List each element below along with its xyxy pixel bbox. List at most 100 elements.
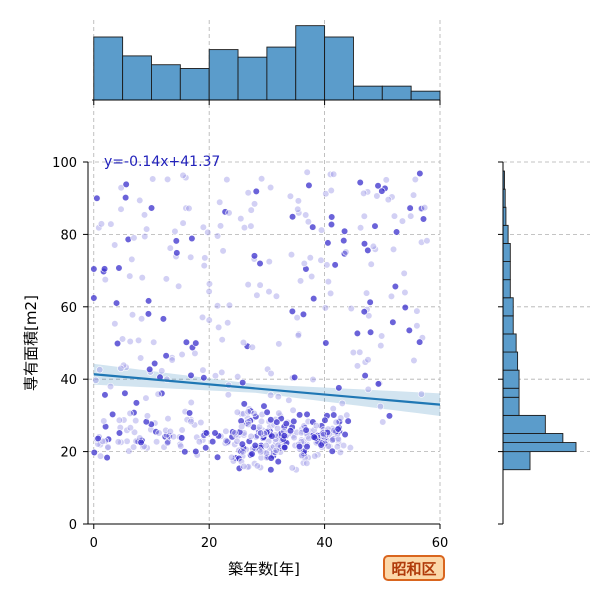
data-point xyxy=(267,183,275,192)
data-point xyxy=(171,227,179,236)
histogram-bar-x xyxy=(295,25,326,101)
data-point xyxy=(117,438,125,446)
data-point xyxy=(124,235,132,244)
data-point xyxy=(115,264,123,272)
data-point xyxy=(260,402,268,410)
data-point xyxy=(109,410,117,418)
data-point xyxy=(134,336,143,345)
data-point xyxy=(248,450,256,458)
data-point xyxy=(247,432,255,441)
data-point xyxy=(240,400,248,408)
data-point xyxy=(263,408,271,416)
data-point xyxy=(361,358,369,366)
histogram-bar-y xyxy=(502,242,511,262)
marginal-x-histogram xyxy=(92,25,441,105)
data-point xyxy=(324,239,332,247)
data-point xyxy=(137,438,145,447)
data-point xyxy=(225,301,234,309)
data-point xyxy=(366,298,374,306)
histogram-bar-x xyxy=(179,68,210,101)
data-point xyxy=(253,291,261,299)
data-point xyxy=(322,190,330,198)
data-point xyxy=(182,338,190,346)
data-point xyxy=(360,212,368,220)
x-tick-label: 0 xyxy=(90,536,98,551)
data-point xyxy=(162,352,170,360)
histogram-bar-y xyxy=(502,351,519,371)
data-point xyxy=(267,466,275,474)
data-point xyxy=(328,436,337,444)
data-point xyxy=(197,418,205,427)
data-point xyxy=(198,313,207,321)
data-point xyxy=(258,175,266,183)
y-tick-label: 100 xyxy=(52,156,77,171)
data-point xyxy=(304,218,312,226)
data-point xyxy=(163,175,172,184)
data-point xyxy=(155,429,163,437)
data-point xyxy=(286,192,295,200)
data-point xyxy=(262,441,270,450)
regression-line-layer xyxy=(93,373,441,406)
y-axis-label: 専有面積[m2] xyxy=(22,295,40,391)
histogram-bar-y xyxy=(502,261,511,281)
histogram-bar-x xyxy=(122,55,152,101)
data-point xyxy=(388,193,396,201)
data-point xyxy=(401,288,409,297)
data-point xyxy=(334,435,342,443)
data-point xyxy=(322,339,330,347)
data-point xyxy=(413,322,421,330)
data-point xyxy=(312,422,320,430)
data-point xyxy=(362,289,371,297)
data-point xyxy=(168,356,176,364)
data-point xyxy=(247,222,255,230)
data-point xyxy=(95,224,103,232)
histogram-bar-y xyxy=(502,451,531,471)
data-point xyxy=(298,451,306,459)
data-point xyxy=(178,434,186,442)
data-point xyxy=(289,406,297,414)
data-point xyxy=(96,452,105,460)
data-point xyxy=(97,220,106,228)
data-point xyxy=(126,424,134,432)
data-point xyxy=(200,374,208,382)
data-point xyxy=(382,176,390,184)
data-point xyxy=(183,416,191,424)
histogram-bar-y xyxy=(502,387,520,398)
data-point xyxy=(166,427,174,436)
data-point xyxy=(175,282,183,290)
data-point xyxy=(274,392,282,401)
data-point xyxy=(317,226,326,234)
data-point xyxy=(113,339,122,348)
data-point xyxy=(130,443,138,451)
data-point xyxy=(356,178,364,187)
data-point xyxy=(200,262,208,270)
data-point xyxy=(240,462,248,470)
data-point xyxy=(122,193,130,202)
data-point xyxy=(293,314,301,322)
data-point xyxy=(130,234,138,242)
data-point xyxy=(356,348,364,356)
data-point xyxy=(126,337,134,346)
data-point xyxy=(292,466,300,474)
data-point xyxy=(366,328,375,336)
data-point xyxy=(389,318,397,326)
axes-layer: 0 20 40 60 80 100 0 20 40 60 xyxy=(52,156,448,551)
data-point xyxy=(321,416,329,424)
data-point xyxy=(154,390,162,398)
data-point xyxy=(353,362,362,370)
points-layer xyxy=(90,168,431,474)
data-point xyxy=(257,417,266,425)
data-point xyxy=(409,191,418,199)
data-point xyxy=(145,297,153,305)
data-point xyxy=(295,442,304,451)
data-point xyxy=(374,182,382,190)
y-tick-label: 20 xyxy=(60,446,77,461)
data-point xyxy=(250,252,259,260)
data-point xyxy=(373,192,381,200)
data-point xyxy=(121,389,129,397)
data-point xyxy=(247,206,255,214)
data-point xyxy=(244,189,252,197)
x-tick-label: 60 xyxy=(432,536,449,551)
data-point xyxy=(379,418,387,426)
data-point xyxy=(330,411,338,419)
